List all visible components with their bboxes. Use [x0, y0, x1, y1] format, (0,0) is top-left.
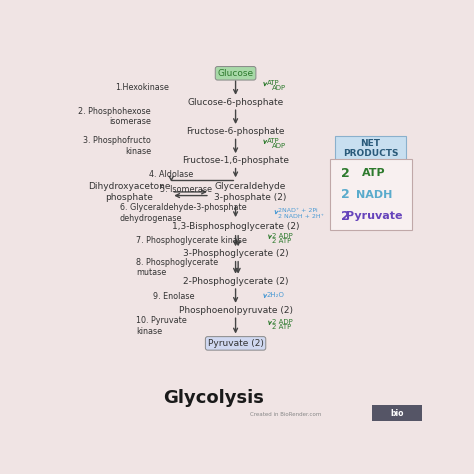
- Text: 3-Phosphoglycerate (2): 3-Phosphoglycerate (2): [183, 249, 288, 258]
- Text: 2 ATP: 2 ATP: [272, 324, 291, 330]
- Text: NET
PRODUCTS: NET PRODUCTS: [343, 139, 398, 158]
- Text: 3. Phosphofructo
kinase: 3. Phosphofructo kinase: [83, 136, 151, 155]
- Text: 2: 2: [341, 210, 350, 223]
- FancyBboxPatch shape: [330, 159, 411, 230]
- Text: ATP: ATP: [267, 138, 280, 144]
- Text: Pyruvate (2): Pyruvate (2): [208, 339, 264, 348]
- FancyBboxPatch shape: [335, 136, 406, 161]
- Text: 9. Enolase: 9. Enolase: [153, 292, 194, 301]
- Text: ADP: ADP: [272, 85, 286, 91]
- Text: 2 ADP: 2 ADP: [272, 319, 292, 325]
- Text: Fructose-6-phosphate: Fructose-6-phosphate: [186, 127, 285, 136]
- FancyBboxPatch shape: [372, 405, 422, 421]
- Text: 2 NADH + 2H⁺: 2 NADH + 2H⁺: [278, 214, 324, 219]
- Text: bio: bio: [391, 409, 404, 418]
- Text: 2 ATP: 2 ATP: [272, 238, 291, 244]
- Text: 1.Hexokinase: 1.Hexokinase: [116, 83, 169, 92]
- Text: Glyceraldehyde
3-phosphate (2): Glyceraldehyde 3-phosphate (2): [214, 182, 286, 201]
- Text: ATP: ATP: [362, 168, 386, 178]
- Text: 8. Phosphoglycerate
mutase: 8. Phosphoglycerate mutase: [137, 258, 219, 277]
- Text: 4. Aldolase: 4. Aldolase: [149, 170, 193, 179]
- Text: Fructose-1,6-phosphate: Fructose-1,6-phosphate: [182, 156, 289, 165]
- Text: Created in BioRender.com: Created in BioRender.com: [250, 412, 322, 418]
- Text: 2H₂O: 2H₂O: [267, 292, 285, 298]
- Text: Glucose-6-phosphate: Glucose-6-phosphate: [187, 98, 284, 107]
- Text: Glucose: Glucose: [218, 69, 254, 78]
- Text: 5. Isomerase: 5. Isomerase: [160, 185, 212, 194]
- Text: Dihydroxyacetone
phosphate: Dihydroxyacetone phosphate: [88, 182, 170, 201]
- Text: Phosphoenolpyruvate (2): Phosphoenolpyruvate (2): [179, 306, 292, 315]
- Text: 2. Phosphohexose
isomerase: 2. Phosphohexose isomerase: [79, 107, 151, 127]
- Text: 10. Pyruvate
kinase: 10. Pyruvate kinase: [137, 316, 187, 336]
- Text: ATP: ATP: [267, 80, 280, 86]
- Text: Glycolysis: Glycolysis: [163, 389, 264, 407]
- Text: Pyruvate: Pyruvate: [346, 211, 402, 221]
- Text: NADH: NADH: [356, 190, 392, 200]
- Text: 2 ADP: 2 ADP: [272, 233, 292, 239]
- Text: 2-Phosphoglycerate (2): 2-Phosphoglycerate (2): [183, 277, 288, 286]
- Text: 1,3-Bisphosphoglycerate (2): 1,3-Bisphosphoglycerate (2): [172, 222, 299, 231]
- Text: 2: 2: [341, 166, 350, 180]
- Text: ADP: ADP: [272, 143, 286, 149]
- Text: 6. Glyceraldehyde-3-phosphate
dehydrogenase: 6. Glyceraldehyde-3-phosphate dehydrogen…: [120, 203, 246, 223]
- Text: 2: 2: [341, 188, 350, 201]
- Text: 2NAD⁺ + 2Pi: 2NAD⁺ + 2Pi: [278, 209, 318, 213]
- Text: 7. Phosphoglycerate kinase: 7. Phosphoglycerate kinase: [137, 236, 247, 245]
